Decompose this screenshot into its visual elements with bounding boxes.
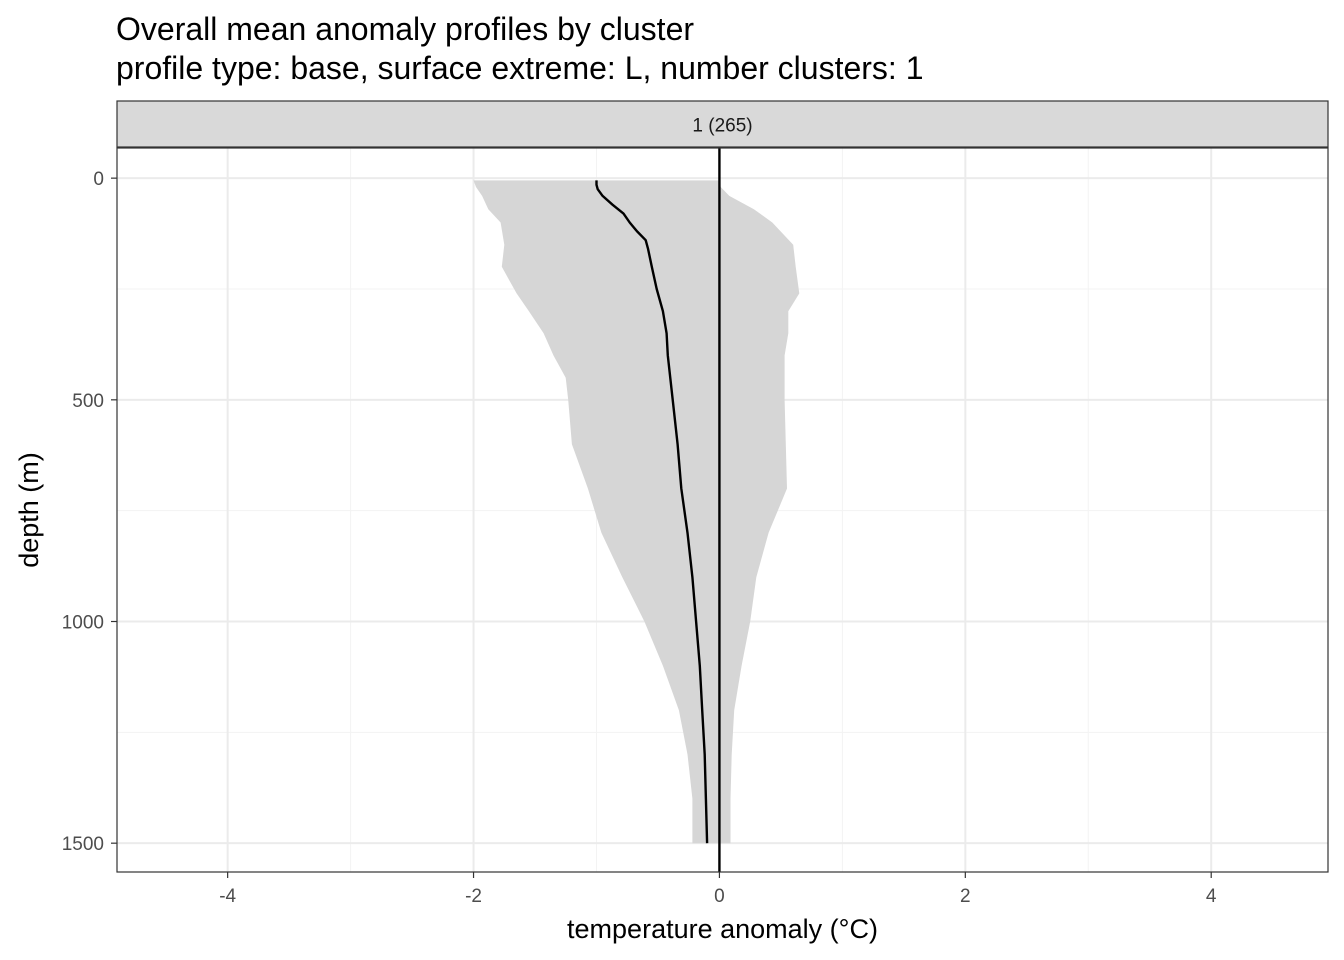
chart-title-block: Overall mean anomaly profiles by cluster… [116,10,923,88]
plot-panel [116,147,1329,873]
x-tick-label: 0 [714,886,725,907]
x-tick-label: 2 [960,886,971,907]
y-axis: 0 500 1000 1500 [62,169,117,855]
chart-subtitle: profile type: base, surface extreme: L, … [116,50,924,86]
y-axis-title: depth (m) [14,452,44,568]
x-axis: -4 -2 0 2 4 [219,872,1217,907]
y-tick-label: 0 [93,169,104,190]
y-tick-label: 1000 [62,613,104,634]
y-tick-label: 500 [72,391,104,412]
facet-label: 1 (265) [692,116,752,137]
x-axis-title: temperature anomaly (°C) [567,914,878,944]
x-tick-label: 4 [1206,886,1217,907]
x-tick-label: -4 [219,886,236,907]
x-tick-label: -2 [465,886,482,907]
facet-strip: 1 (265) [116,100,1329,148]
facet-strip-box [116,100,1329,148]
mean-anomaly-line [595,180,709,844]
anomaly-range-band [473,180,800,844]
panel-border [116,147,1329,873]
y-tick-label: 1500 [62,834,104,855]
chart-title: Overall mean anomaly profiles by cluster [116,11,695,47]
